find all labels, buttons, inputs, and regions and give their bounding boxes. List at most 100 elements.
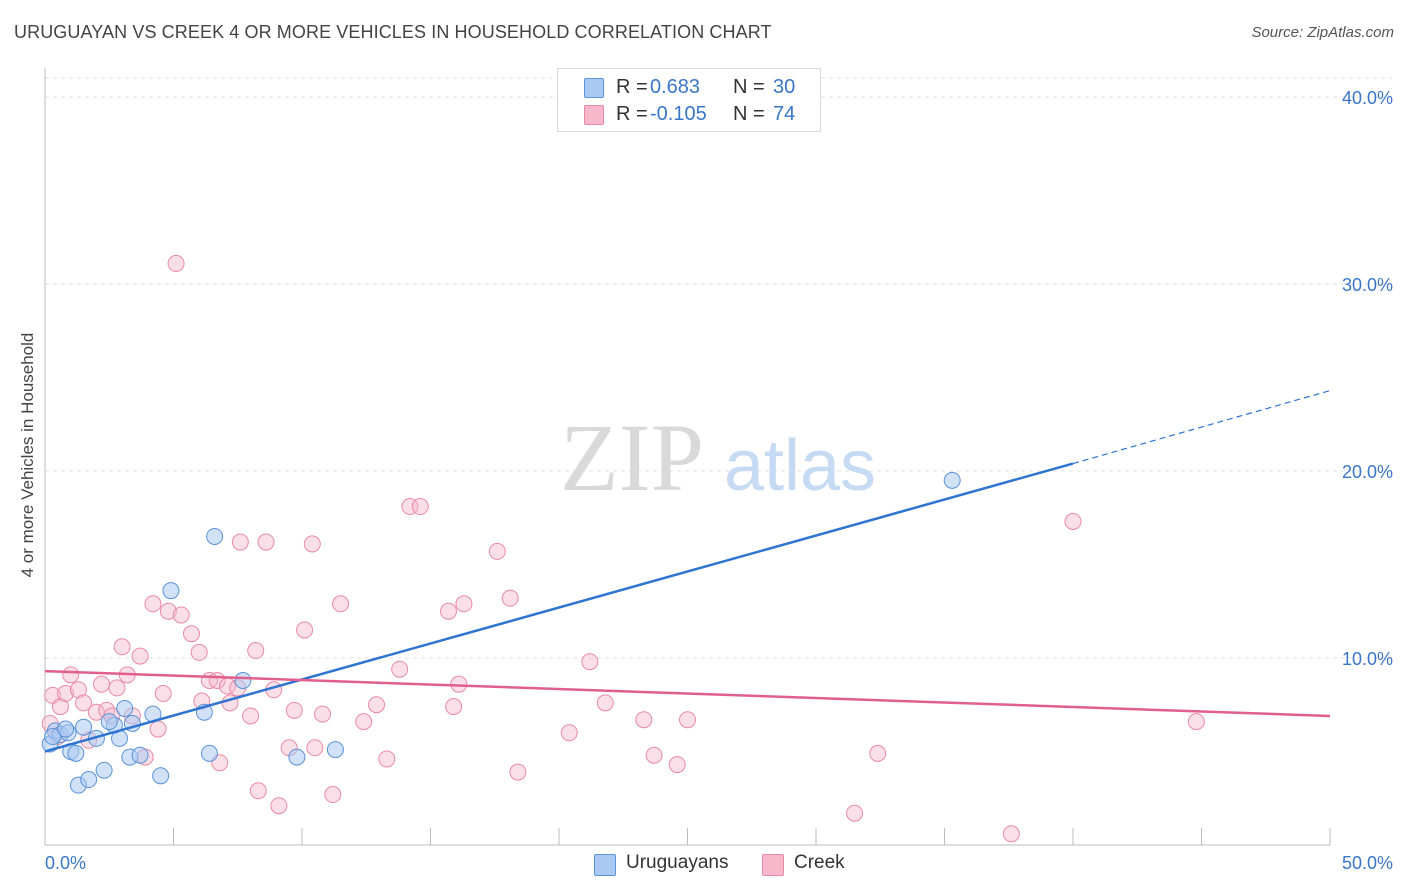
creek-point <box>445 698 463 716</box>
creek-point <box>247 642 265 660</box>
uruguayan-point <box>326 741 344 759</box>
axes <box>44 68 1331 846</box>
uruguayan-point <box>44 728 62 746</box>
legend-row-uruguayans: R = 0.683 N = 30 <box>558 74 820 100</box>
y-tick-label: 40.0% <box>1342 88 1393 108</box>
creek-point <box>391 660 409 678</box>
x-tick-label-max: 50.0% <box>1342 853 1393 873</box>
legend-r-value: 0.683 <box>650 76 701 98</box>
creek-point <box>69 681 87 699</box>
creek-point <box>57 685 75 703</box>
legend-swatch-blue <box>584 78 604 98</box>
uruguayan-point <box>57 720 75 738</box>
uruguayan-point <box>80 771 98 789</box>
legend-swatch-pink <box>584 105 604 125</box>
creek-point <box>596 694 614 712</box>
creek-point <box>108 679 126 697</box>
creek-point <box>332 595 350 613</box>
creek-point <box>439 602 457 620</box>
legend-r-value: -0.105 <box>650 103 707 125</box>
y-tick-label: 10.0% <box>1342 649 1393 669</box>
uruguayan-point <box>200 744 218 762</box>
x-tick-label-min: 0.0% <box>45 853 86 873</box>
creek-point <box>62 666 80 684</box>
creek-point <box>869 744 887 762</box>
creek-point <box>172 606 190 624</box>
uruguayan-point <box>67 744 85 762</box>
watermark-zip: ZIP <box>560 404 704 511</box>
trend-lines <box>44 390 1331 753</box>
creek-point <box>296 621 314 639</box>
creek-point <box>581 653 599 671</box>
creek-point <box>144 595 162 613</box>
legend-label-uruguayans: Uruguayans <box>626 852 729 873</box>
creek-point <box>231 533 249 551</box>
uruguayan-point <box>131 746 149 764</box>
legend-r-label: R = <box>616 103 648 125</box>
uruguayan-point <box>95 761 113 779</box>
creek-trend-line <box>44 669 1331 718</box>
source-label: Source: ZipAtlas.com <box>1251 24 1394 41</box>
uruguayan-trend-line <box>44 462 1074 753</box>
correlation-legend: R = 0.683 N = 30 R = -0.105 N = 74 <box>557 68 821 132</box>
gridlines <box>45 77 1392 659</box>
creek-point <box>249 782 267 800</box>
watermark-atlas: atlas <box>724 426 876 506</box>
creek-point <box>668 756 686 774</box>
uruguayan-point <box>100 713 118 731</box>
creek-point <box>303 535 321 553</box>
creek-point <box>131 647 149 665</box>
legend-swatch-pink <box>762 854 784 876</box>
tick-labels: 10.0% 20.0% 30.0% 40.0% 0.0% 50.0% <box>45 88 1393 873</box>
uruguayan-points <box>41 471 961 794</box>
uruguayan-trend-extension <box>1072 390 1331 465</box>
watermark: ZIP atlas <box>560 404 876 511</box>
creek-point <box>846 804 864 822</box>
legend-row-creek: R = -0.105 N = 74 <box>558 101 820 127</box>
creek-point <box>635 711 653 729</box>
creek-point <box>167 254 185 272</box>
creek-point <box>149 720 167 738</box>
creek-point <box>378 750 396 768</box>
legend-label-creek: Creek <box>794 852 845 873</box>
y-tick-label: 30.0% <box>1342 275 1393 295</box>
creek-point <box>1064 512 1082 530</box>
creek-point <box>368 696 386 714</box>
chart-title: URUGUAYAN VS CREEK 4 OR MORE VEHICLES IN… <box>14 22 772 42</box>
creek-point <box>159 602 177 620</box>
creek-point <box>509 763 527 781</box>
uruguayan-point <box>943 471 961 489</box>
legend-n-label: N = <box>733 103 765 125</box>
creek-point <box>190 643 208 661</box>
creek-point <box>154 685 172 703</box>
creek-point <box>314 705 332 723</box>
uruguayan-point <box>206 527 224 545</box>
legend-n-value: 30 <box>773 76 796 98</box>
legend-n-value: 74 <box>773 103 796 125</box>
creek-point <box>270 797 288 815</box>
legend-swatch-blue <box>594 854 616 876</box>
creek-point <box>257 533 275 551</box>
creek-point <box>455 595 473 613</box>
y-tick-label: 20.0% <box>1342 462 1393 482</box>
creek-point <box>560 724 578 742</box>
creek-point <box>679 711 696 729</box>
uruguayan-point <box>75 718 93 736</box>
creek-point <box>1002 825 1020 843</box>
creek-point <box>501 589 519 607</box>
creek-point <box>285 701 303 719</box>
uruguayan-point <box>234 671 252 689</box>
creek-point <box>51 698 69 716</box>
creek-point <box>93 675 111 693</box>
creek-point <box>306 739 324 757</box>
creek-point <box>182 625 200 643</box>
creek-point <box>324 786 342 804</box>
creek-point <box>75 694 93 712</box>
creek-point <box>1187 713 1205 731</box>
uruguayan-point <box>162 582 180 600</box>
legend-r-label: R = <box>616 76 648 98</box>
creek-point <box>645 746 663 764</box>
creek-point <box>242 707 260 725</box>
legend-n-label: N = <box>733 76 765 98</box>
